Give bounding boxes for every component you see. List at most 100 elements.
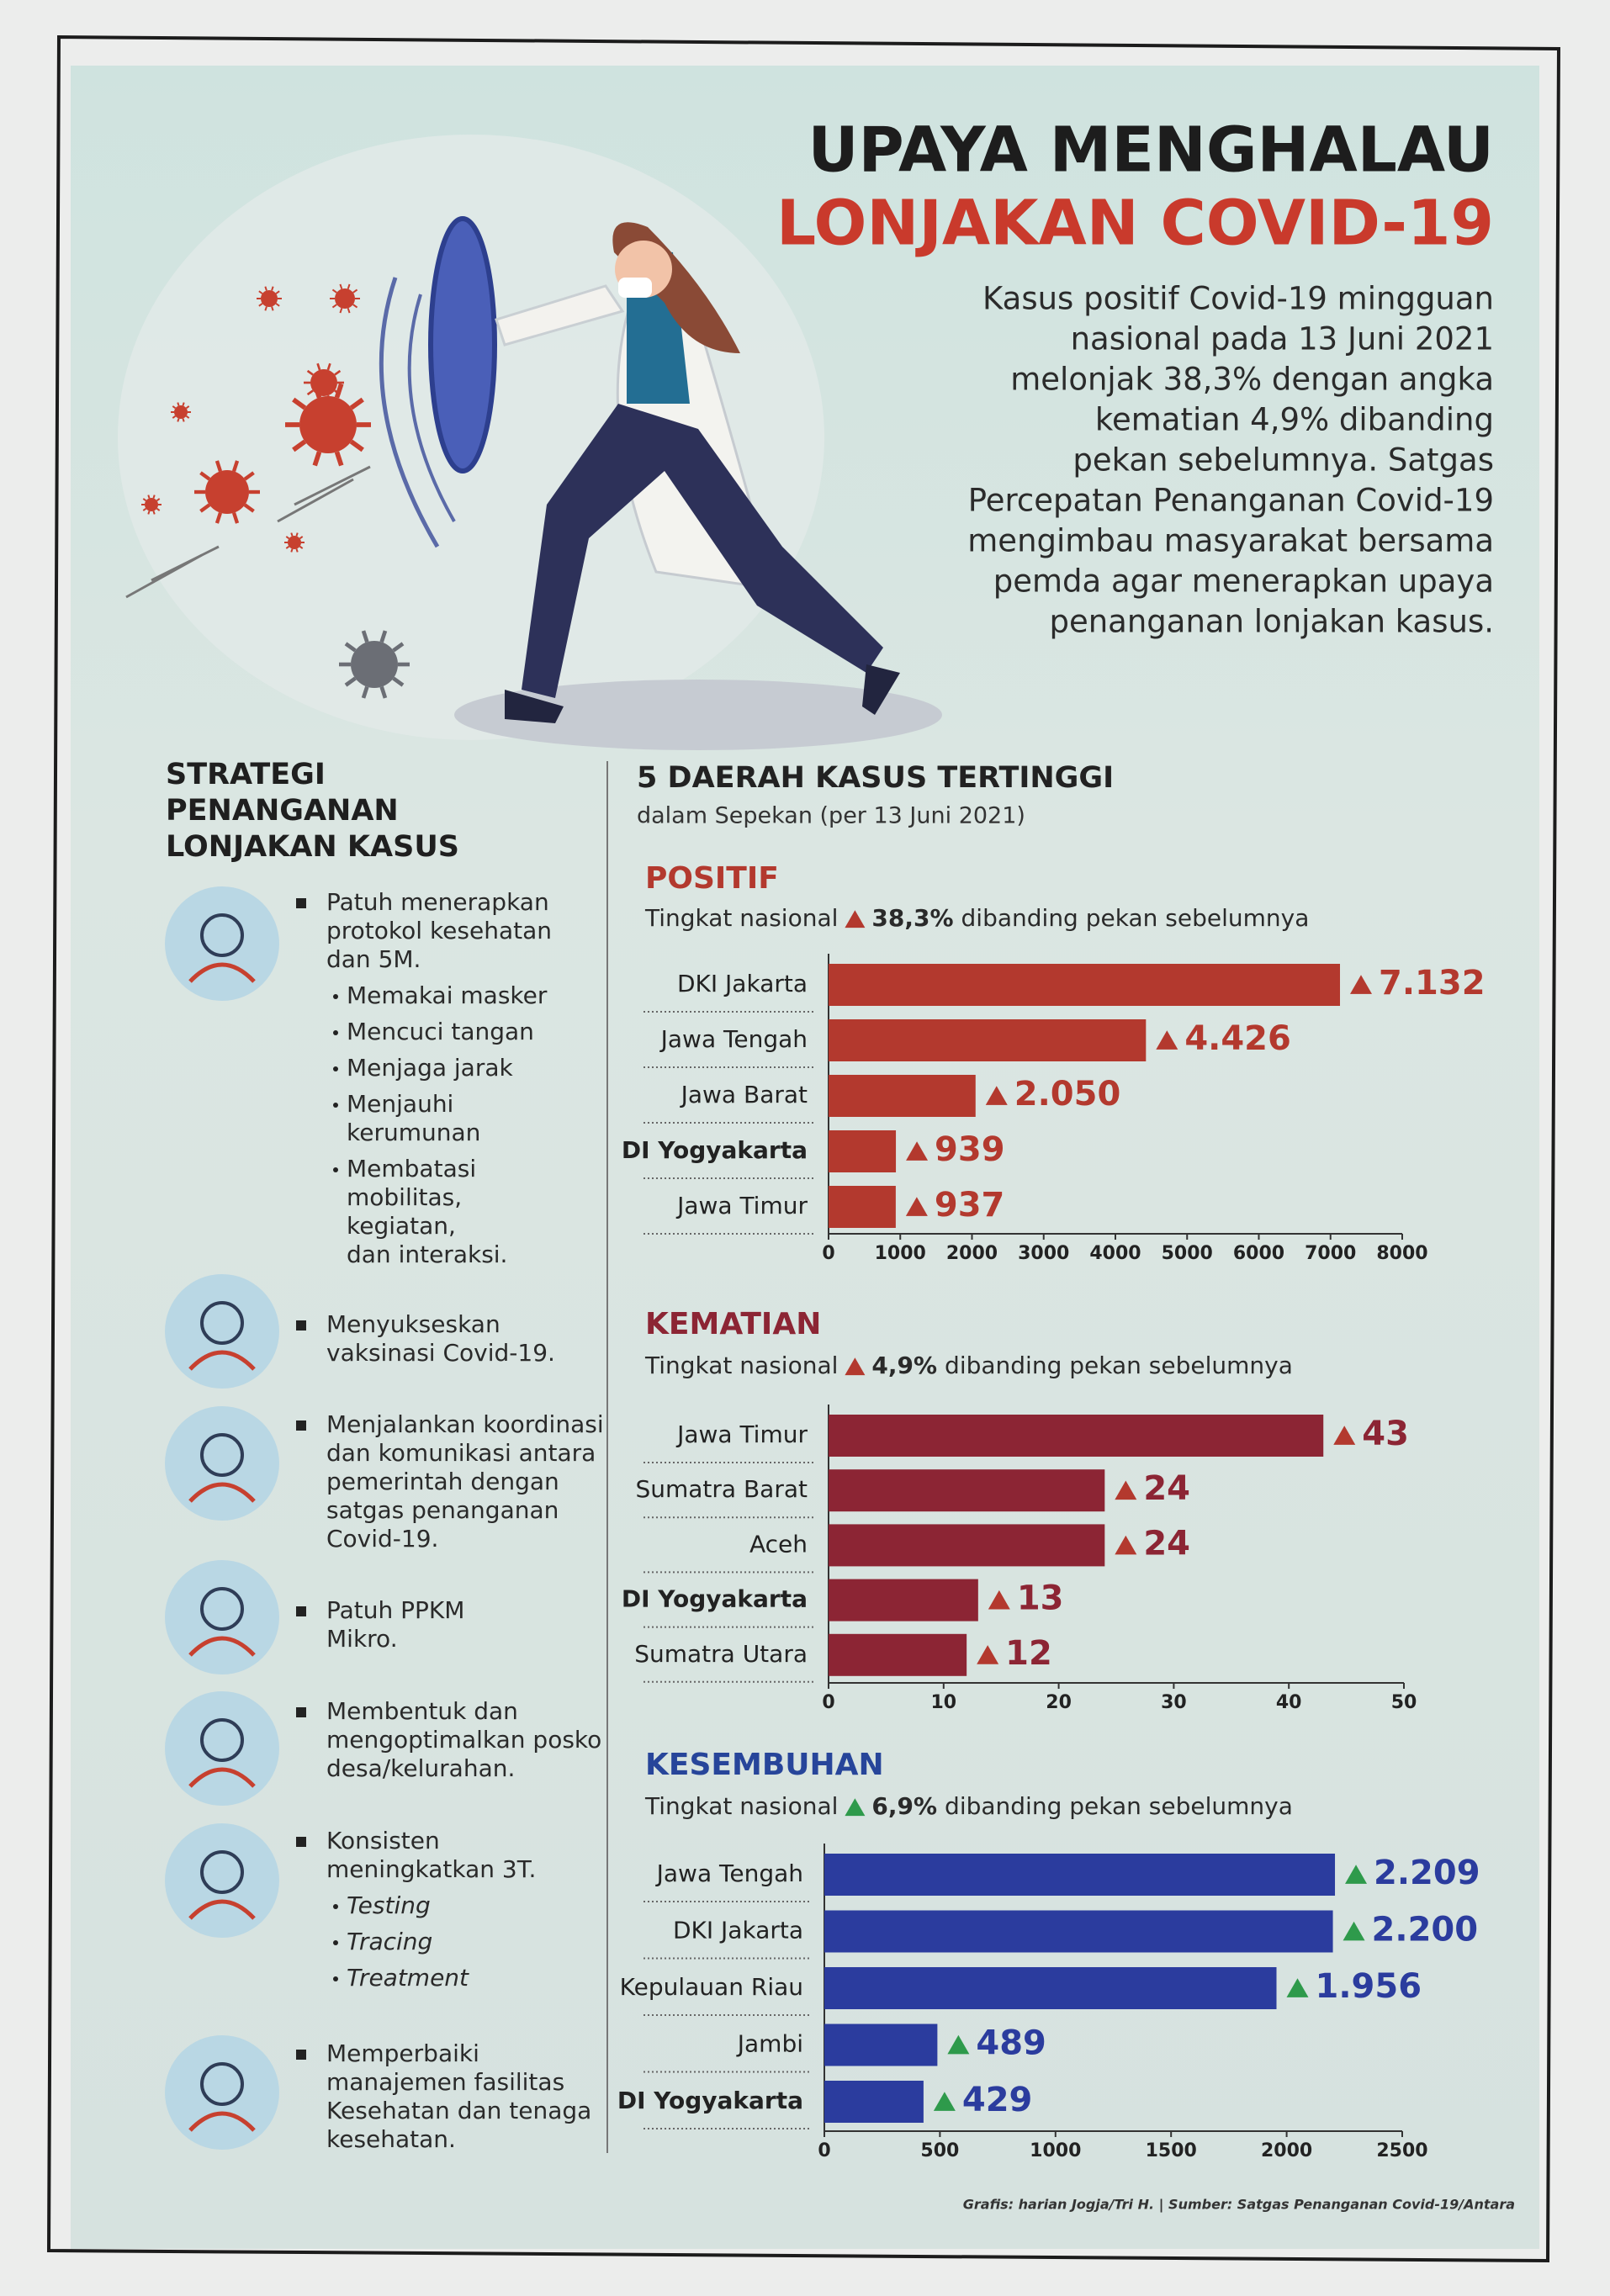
virus-spike — [258, 303, 263, 307]
charts: POSITIF Tingkat nasional 38,3% dibanding pe… — [617, 861, 1486, 2161]
bar — [824, 1854, 1336, 1896]
triangle-marker — [905, 1197, 928, 1216]
category-label: Jambi — [736, 2030, 803, 2058]
virus-spike — [349, 397, 364, 410]
virus-spike — [285, 545, 290, 549]
strategy-heading: PENANGANAN — [166, 794, 399, 828]
note-lead: Tingkat nasional — [644, 1792, 838, 1820]
virus — [299, 396, 357, 453]
strategy-subtext: Menjaga jarak — [347, 1054, 514, 1082]
strategy-subtext: mobilitas, — [347, 1183, 462, 1211]
category-label: Jawa Timur — [675, 1420, 808, 1448]
x-tick-label: 2000 — [1261, 2140, 1312, 2161]
section-title: 5 DAERAH KASUS TERTINGGI — [637, 761, 1114, 795]
virus-spike — [147, 511, 151, 515]
strategy-text: Patuh menerapkan — [326, 888, 549, 916]
x-tick-label: 0 — [818, 2140, 830, 2161]
virus-spike — [392, 676, 405, 687]
bullet — [296, 2050, 306, 2060]
strategy-icon-detail — [200, 2062, 244, 2106]
virus-spike — [306, 389, 314, 396]
virus-spike — [312, 451, 322, 467]
shoe — [862, 664, 900, 715]
triangle-marker — [947, 2034, 970, 2055]
category-label: DKI Jakarta — [677, 970, 808, 997]
strategy-text: Menjalankan koordinasi — [326, 1410, 604, 1438]
value-label: 13 — [1017, 1579, 1064, 1618]
virus — [145, 498, 158, 511]
x-tick-label: 7000 — [1305, 1243, 1356, 1264]
strategy-text: dan komunikasi antara — [326, 1439, 596, 1467]
category-label: Jawa Timur — [675, 1192, 808, 1219]
triangle-marker — [1115, 1480, 1137, 1500]
sub-bullet — [333, 1976, 338, 1981]
category-label: DI Yogyakarta — [622, 1136, 808, 1164]
strategy-subtext: Menjauhi — [347, 1090, 453, 1118]
virus-spike — [142, 498, 147, 502]
value-label: 2.209 — [1374, 1854, 1480, 1892]
strategy-text: Kesehatan dan tenaga — [326, 2097, 591, 2124]
bar — [824, 1910, 1333, 1953]
value-label: 2.200 — [1372, 1911, 1479, 1949]
strategy-icon — [165, 1691, 279, 1806]
strategy-text: Membentuk dan — [326, 1697, 518, 1725]
strategy-subtext: Membatasi — [347, 1155, 476, 1182]
chart-title: KESEMBUHAN — [645, 1748, 884, 1782]
virus-spike — [156, 507, 161, 511]
value-label: 4.426 — [1184, 1019, 1291, 1058]
virus-spike — [295, 532, 299, 537]
virus-spike — [214, 460, 223, 472]
strategy-text: pemerintah dengan — [326, 1468, 559, 1495]
virus-spike — [199, 471, 211, 481]
virus-spike — [392, 642, 405, 653]
category-label: Jawa Tengah — [659, 1025, 808, 1053]
title: LONJAKAN COVID-19 — [776, 188, 1494, 260]
virus-spike — [177, 402, 180, 406]
triangle-marker — [845, 910, 866, 928]
motion-line — [379, 277, 440, 548]
strategy-icon-detail — [200, 1850, 244, 1894]
virus — [288, 536, 301, 549]
intro-line: Kasus positif Covid-19 mingguan — [982, 281, 1494, 317]
virus-spike — [264, 306, 267, 311]
bullet — [296, 1606, 306, 1616]
virus-group — [125, 283, 410, 699]
virus-spike — [285, 536, 290, 540]
sub-bullet — [333, 1103, 338, 1108]
virus-spike — [172, 405, 177, 410]
strategy-text: Memperbaiki — [326, 2039, 479, 2067]
triangle-marker — [985, 1086, 1008, 1105]
strategy-text: meningkatkan 3T. — [326, 1855, 536, 1883]
speed-line — [294, 465, 371, 506]
virus-spike — [334, 369, 342, 376]
strategy-subtext: Tracing — [347, 1928, 432, 1955]
section-subtitle: dalam Sepekan (per 13 Juni 2021) — [637, 803, 1025, 829]
virus-spike — [172, 415, 177, 419]
virus-spike — [185, 415, 190, 419]
bullet — [296, 1707, 306, 1717]
triangle-marker — [1350, 975, 1373, 994]
strategy-text: kesehatan. — [326, 2125, 456, 2153]
strategy-icon-detail — [188, 1350, 256, 1371]
x-tick-label: 0 — [822, 1243, 834, 1264]
strategy-icon-detail — [188, 1636, 256, 1657]
value-label: 24 — [1143, 1524, 1190, 1563]
virus-spike — [326, 362, 331, 371]
chart-note: Tingkat nasional 38,3% dibanding pekan seb… — [644, 904, 1309, 932]
virus-spike — [295, 548, 299, 553]
strategy-icon-detail — [188, 1482, 256, 1503]
value-label: 937 — [935, 1186, 1005, 1225]
value-label: 12 — [1005, 1634, 1052, 1673]
strategy-icon — [165, 886, 279, 1001]
strategy-text: dan 5M. — [326, 945, 421, 973]
virus-spike — [347, 308, 351, 314]
category-label: Jawa Barat — [680, 1081, 808, 1108]
x-tick-label: 50 — [1391, 1692, 1417, 1713]
bar — [829, 1469, 1105, 1512]
virus-spike — [275, 290, 280, 294]
value-label: 429 — [962, 2081, 1033, 2119]
triangle-marker — [845, 1357, 866, 1376]
virus-spike — [264, 286, 267, 291]
